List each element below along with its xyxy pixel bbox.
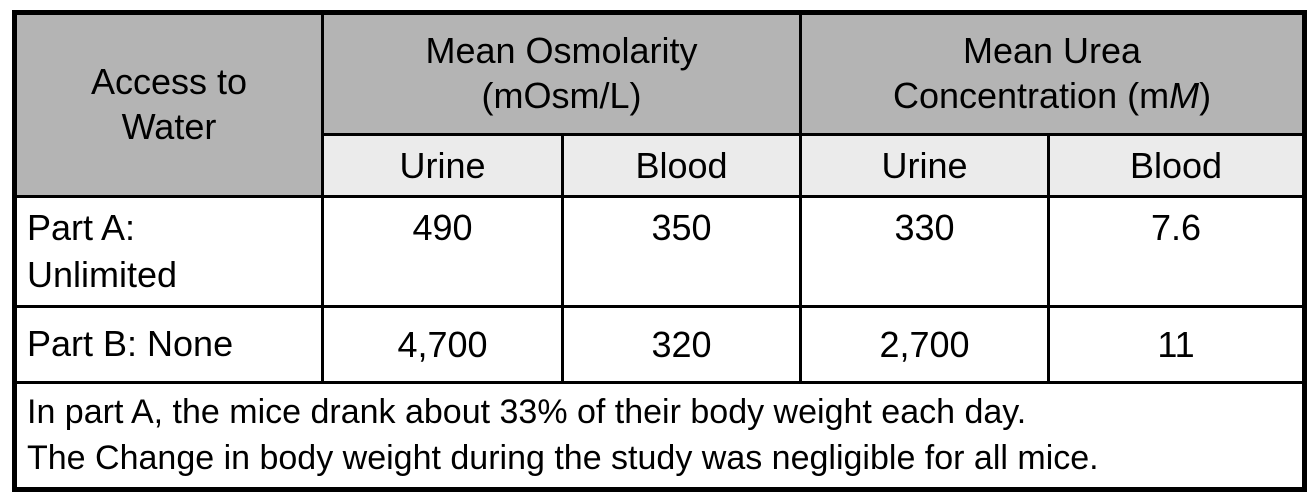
cell-part-a-osmolarity-blood: 350 (560, 195, 803, 308)
subheader-osmolarity-blood: Blood (560, 133, 803, 198)
mean-urea-label: Mean Urea Concentration (mM) (802, 29, 1302, 118)
cell-part-a-urea-urine: 330 (799, 195, 1051, 308)
col-group-mean-urea: Mean Urea Concentration (mM) (799, 11, 1307, 136)
mean-urea-line2-pre: Concentration (m (892, 75, 1170, 116)
cell-part-b-urea-blood: 11 (1047, 305, 1307, 384)
subheader-urea-blood: Blood (1047, 133, 1307, 198)
cell-part-a-osmolarity-urine: 490 (321, 195, 564, 308)
access-to-water-label: Access to Water (90, 61, 248, 147)
mean-urea-line2-post: ) (1199, 75, 1212, 116)
subheader-osmolarity-urine: Urine (321, 133, 564, 198)
row-label-part-a: Part A: Unlimited (13, 195, 324, 308)
cell-part-b-osmolarity-urine: 4,700 (321, 305, 564, 384)
table-container: Access to Water Mean Osmolarity (mOsm/L)… (12, 10, 1308, 493)
mean-osmolarity-label: Mean Osmolarity (mOsm/L) (425, 30, 698, 116)
cell-part-b-urea-urine: 2,700 (799, 305, 1051, 384)
col-header-access-to-water: Access to Water (13, 11, 324, 198)
mean-urea-line1: Mean Urea (962, 30, 1142, 72)
table-row-part-b: Part B: None 4,700 320 2,700 11 (13, 305, 1307, 384)
note-line-1: In part A, the mice drank about 33% of t… (27, 393, 1027, 431)
col-group-mean-osmolarity: Mean Osmolarity (mOsm/L) (320, 11, 803, 136)
row-label-part-b: Part B: None (13, 305, 324, 384)
cell-part-b-osmolarity-blood: 320 (560, 305, 803, 384)
mean-urea-unit-italic-m: M (1169, 75, 1200, 116)
note-line-2: The Change in body weight during the stu… (27, 438, 1099, 477)
table-row-part-a: Part A: Unlimited 490 350 330 7.6 (13, 195, 1307, 308)
cell-part-a-urea-blood: 7.6 (1047, 195, 1307, 308)
notes-cell: In part A, the mice drank about 33% of t… (12, 380, 1307, 492)
results-table: Access to Water Mean Osmolarity (mOsm/L)… (12, 10, 1308, 493)
subheader-urea-urine: Urine (799, 133, 1051, 198)
table-row-notes: In part A, the mice drank about 33% of t… (12, 380, 1307, 492)
